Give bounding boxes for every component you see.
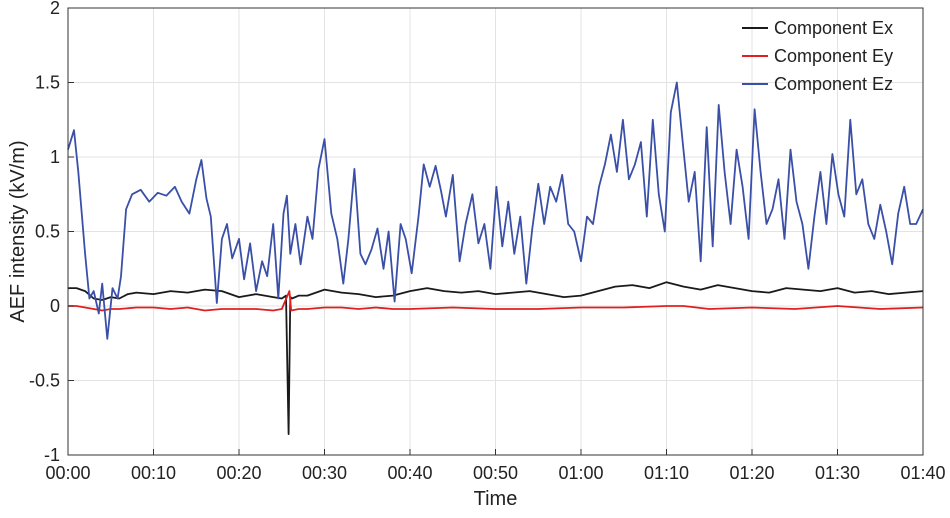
legend: Component Ex Component Ey Component Ez: [742, 18, 893, 94]
x-tick-label: 01:40: [900, 463, 945, 483]
y-tick-label: -1: [44, 445, 60, 465]
x-tick-label: 01:10: [644, 463, 689, 483]
x-tick-label: 00:50: [473, 463, 518, 483]
x-tick-label: 01:30: [815, 463, 860, 483]
x-tick-label: 01:20: [729, 463, 774, 483]
y-tick-label: 0: [50, 296, 60, 316]
y-tick-label: -0.5: [29, 371, 60, 391]
x-tick-label: 00:20: [216, 463, 261, 483]
y-axis-title: AEF intensity (kV/m): [7, 140, 29, 322]
y-tick-label: 1: [50, 147, 60, 167]
series-line-3: [67, 81, 924, 340]
x-tick-label: 00:30: [302, 463, 347, 483]
y-tick-label: 2: [50, 0, 60, 18]
y-axis-ticks: 2 1.5 1 0.5 0 -0.5 -1: [29, 0, 74, 465]
series-line-1: [68, 281, 924, 436]
y-tick-label: 1.5: [35, 73, 60, 93]
series-lines: [67, 81, 924, 436]
x-tick-label: 00:40: [387, 463, 432, 483]
legend-label: Component Ez: [774, 74, 893, 94]
legend-label: Component Ey: [774, 46, 893, 66]
legend-label: Component Ex: [774, 18, 893, 38]
x-tick-label: 00:10: [131, 463, 176, 483]
x-axis-title: Time: [474, 488, 518, 510]
series-line-2: [68, 290, 924, 312]
x-tick-label: 01:00: [558, 463, 603, 483]
y-tick-label: 0.5: [35, 222, 60, 242]
x-axis-ticks: 00:00 00:10 00:20 00:30 00:40 00:50 01:00 01:10…: [45, 449, 946, 483]
x-tick-label: 00:00: [45, 463, 90, 483]
